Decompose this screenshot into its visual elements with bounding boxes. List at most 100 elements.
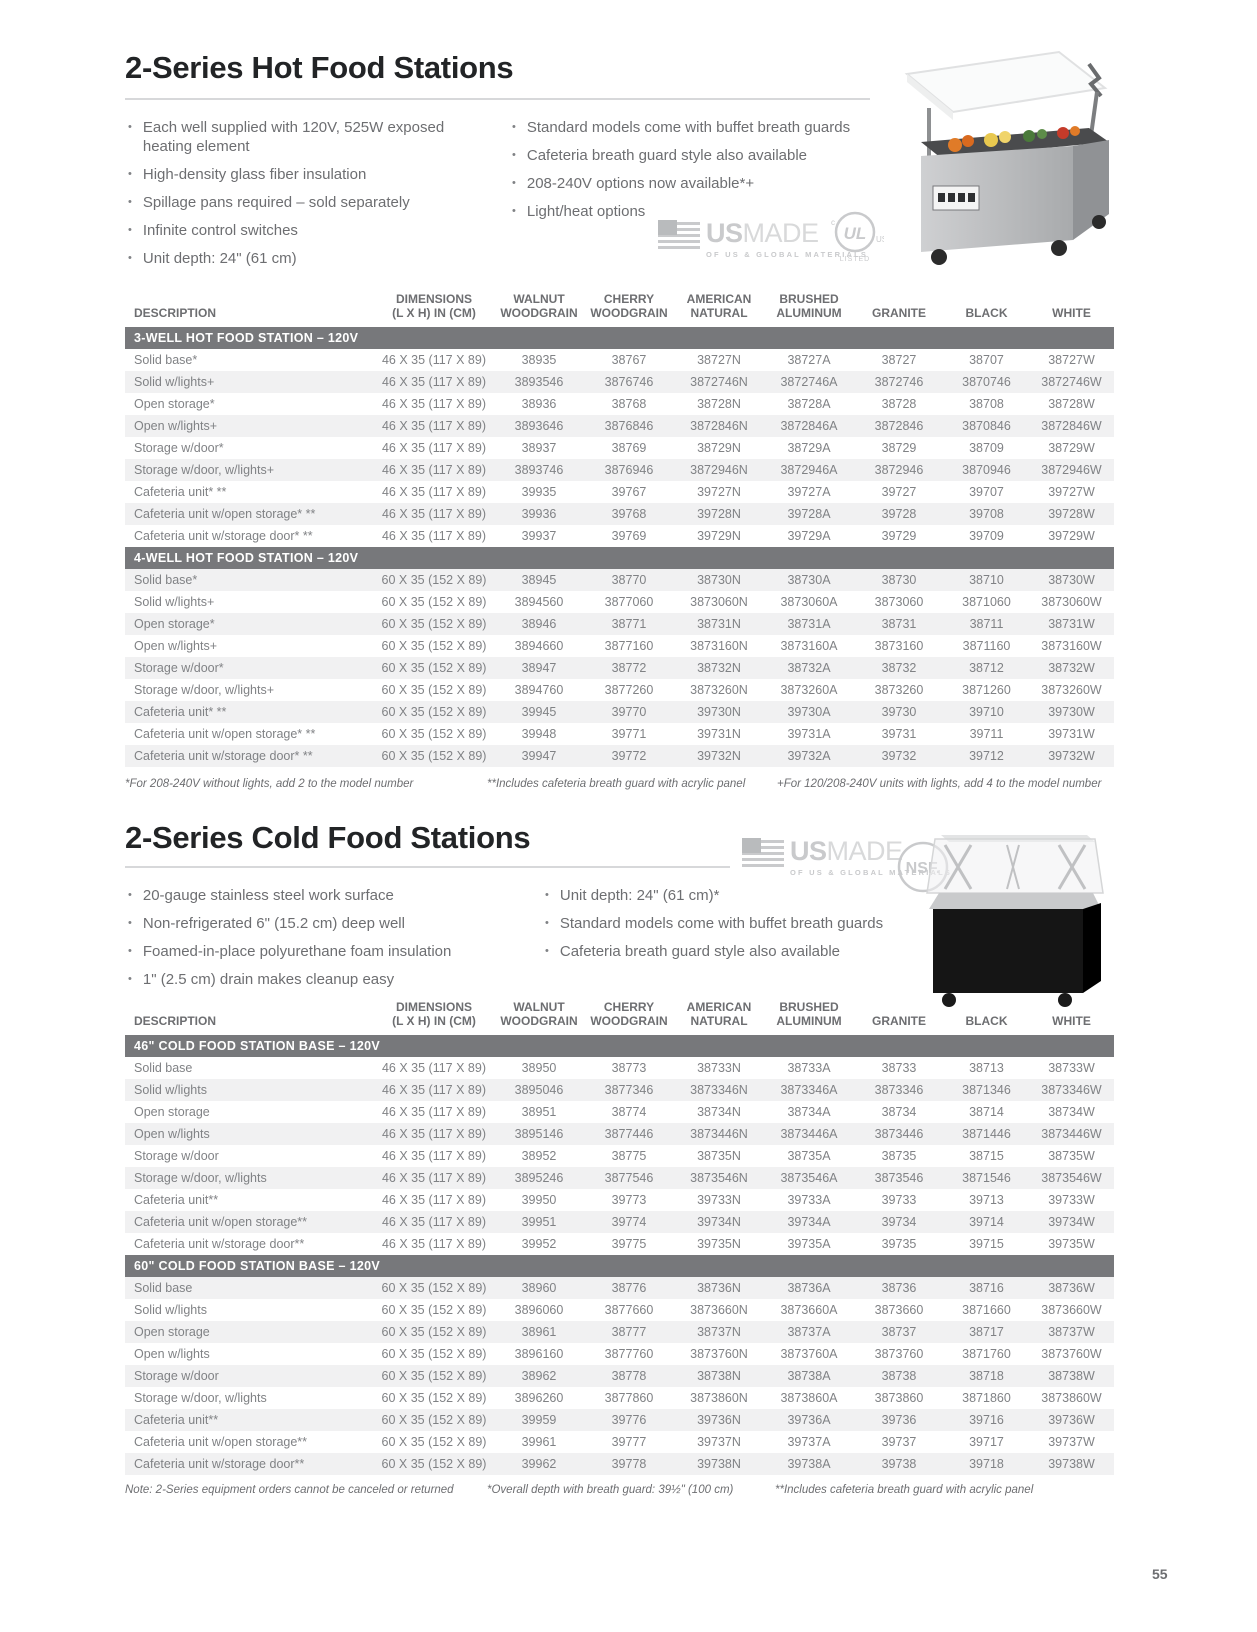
table-row: Cafeteria unit* ** 60 X 35 (152 X 89) 3994… (125, 701, 1114, 723)
cell: Storage w/door, w/lights (125, 1167, 374, 1189)
table-section-header: 3-WELL HOT FOOD STATION – 120V (125, 327, 1114, 349)
cell: 38935 (521, 353, 557, 367)
cell: Storage w/door, w/lights+ (125, 459, 374, 481)
cell: 3894660 (514, 639, 564, 653)
cell: 38728 (881, 397, 917, 411)
cell: 38960 (494, 1277, 584, 1299)
cell: 3871860 (962, 1391, 1011, 1405)
bullet-icon: • (512, 121, 516, 133)
cell: Open w/lights+ (125, 415, 374, 437)
cell: 46 X 35 (117 X 89) (381, 397, 486, 411)
column-header: CHERRY WOODGRAIN (590, 292, 668, 320)
cell: 46 X 35 (117 X 89) (381, 485, 486, 499)
column-header: BRUSHED ALUMINUM (776, 292, 842, 320)
cell: 38736W (1029, 1277, 1114, 1299)
cell: 46 X 35 (117 X 89) (381, 1105, 486, 1119)
cell: 3894760 (514, 683, 564, 697)
table-row: Cafeteria unit w/open storage* ** 60 X 35… (125, 723, 1114, 745)
cell: 3872946N (674, 459, 764, 481)
cell: 39952 (521, 1237, 557, 1251)
cell: 38961 (494, 1321, 584, 1343)
cell: Cafeteria unit* ** (125, 701, 374, 723)
cell: 38736A (764, 1277, 854, 1299)
cell: 46 X 35 (117 X 89) (374, 1211, 494, 1233)
cell: 3872746A (764, 371, 854, 393)
cell: Open storage* (134, 397, 215, 411)
cell: 38727 (881, 353, 917, 367)
cell: 3873260 (874, 683, 924, 697)
cell: 3871760 (962, 1347, 1011, 1361)
column-header: DIMENSIONS (L X H) IN (CM) (392, 292, 476, 320)
cell: 3873260A (780, 683, 838, 697)
cell: 3873446A (764, 1123, 854, 1145)
cell: 38945 (494, 569, 584, 591)
cell: 39950 (521, 1193, 557, 1207)
cell: 39778 (584, 1453, 674, 1475)
cell: 39776 (584, 1409, 674, 1431)
cell: 3873160 (874, 639, 924, 653)
cell: 38715 (969, 1149, 1004, 1163)
table-row: Solid w/lights 60 X 35 (152 X 89) 3896060 3… (125, 1299, 1114, 1321)
cell: 39777 (611, 1435, 647, 1449)
cell: 38737N (674, 1321, 764, 1343)
cell: 39730A (764, 701, 854, 723)
cell: 3873346N (674, 1079, 764, 1101)
cell: 38733 (881, 1061, 917, 1075)
cell: Solid base* (134, 353, 198, 367)
table-row: Open storage* 60 X 35 (152 X 89) 38946 3877… (125, 613, 1114, 635)
table-header-row: DESCRIPTION DIMENSIONS (L X H) IN (CM) WALN… (125, 292, 1114, 327)
cell: 60 X 35 (152 X 89) (374, 745, 494, 767)
bullet-icon: • (545, 917, 549, 929)
cell: 3872846N (674, 415, 764, 437)
cell: 38710 (944, 569, 1029, 591)
table-row: Open w/lights+ 60 X 35 (152 X 89) 3894660 3… (125, 635, 1114, 657)
bullet-item: • 1" (2.5 cm) drain makes cleanup easy (128, 970, 508, 989)
cell: 39730 (854, 701, 944, 723)
bullet-icon: • (128, 889, 132, 901)
bullet-text: Unit depth: 24" (61 cm)* (559, 887, 720, 904)
cell: 3873346 (854, 1079, 944, 1101)
table-row: Open w/lights 46 X 35 (117 X 89) 3895146 38… (125, 1123, 1114, 1145)
cell: 3873346W (1029, 1079, 1114, 1101)
table-row: Storage w/door, w/lights+ 60 X 35 (152 X … (125, 679, 1114, 701)
cell: 60 X 35 (152 X 89) (381, 1391, 487, 1405)
bullet-icon: • (545, 945, 549, 957)
cell: 3877860 (604, 1391, 654, 1405)
cell: 39736W (1029, 1409, 1114, 1431)
cell: 39716 (944, 1409, 1029, 1431)
cell: 39738W (1029, 1453, 1114, 1475)
cell: 3871660 (962, 1303, 1011, 1317)
cell: 38732N (674, 657, 764, 679)
table-row: Open w/lights 60 X 35 (152 X 89) 3896160 38… (125, 1343, 1114, 1365)
cell: 38737A (764, 1321, 854, 1343)
column-header: WALNUT WOODGRAIN (500, 1000, 578, 1028)
cell: 39734 (854, 1211, 944, 1233)
cell: 38727W (1048, 353, 1095, 367)
cell: 39731N (697, 727, 741, 741)
usmade-badge: USMADE OF US & GLOBAL MATERIALS (742, 838, 952, 877)
cell: 38734W (1048, 1105, 1095, 1119)
bullet-text: Unit depth: 24" (61 cm) (142, 250, 297, 267)
cell: 3896060 (514, 1303, 564, 1317)
bullet-text: Cafeteria breath guard style also availa… (526, 147, 808, 164)
cell: 3871346 (944, 1079, 1029, 1101)
cell: Open storage (134, 1105, 210, 1119)
cell: 60 X 35 (152 X 89) (374, 613, 494, 635)
cell: 39712 (944, 745, 1029, 767)
cell: 46 X 35 (117 X 89) (381, 529, 486, 543)
cell: 3873060 (874, 595, 924, 609)
cell: Solid w/lights+ (125, 371, 374, 393)
column-header: WHITE (1052, 1014, 1091, 1028)
table-row: Cafeteria unit w/storage door** 60 X 35 (… (125, 1453, 1114, 1475)
cell: 3873860W (1041, 1391, 1102, 1405)
table-section-header: 60" COLD FOOD STATION BASE – 120V (125, 1255, 1114, 1277)
cell: 3876746 (584, 371, 674, 393)
bullet-icon: • (512, 177, 516, 189)
cell: 46 X 35 (117 X 89) (381, 1193, 486, 1207)
cell: 39709 (969, 529, 1004, 543)
cell: 38738N (674, 1365, 764, 1387)
bullet-text: Spillage pans required – sold separately (142, 194, 410, 211)
cell: 3895046 (494, 1079, 584, 1101)
cell: 38733W (1048, 1061, 1095, 1075)
cell: 38729N (697, 441, 741, 455)
